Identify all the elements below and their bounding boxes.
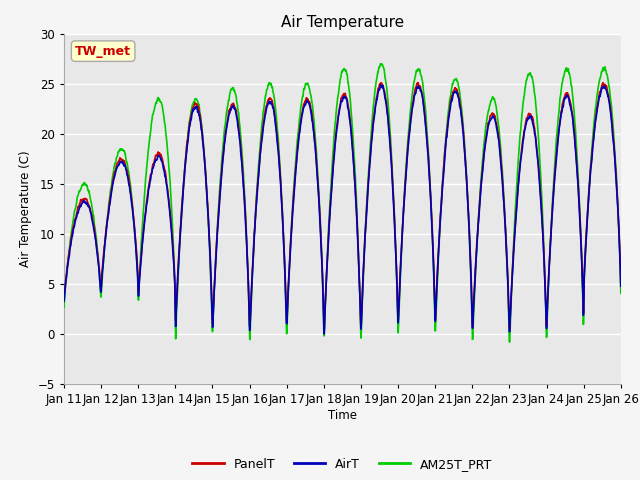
AirT [617,283,625,289]
PanelT [584,213,591,219]
Line: AirT: AirT [64,85,621,334]
PanelT [504,291,512,297]
Legend: PanelT, AirT, AM25T_PRT: PanelT, AirT, AM25T_PRT [188,453,497,476]
AM25T_PRT [216,192,223,198]
AM25T_PRT [371,92,378,98]
AirT [216,203,223,208]
Y-axis label: Air Temperature (C): Air Temperature (C) [19,151,32,267]
X-axis label: Time: Time [328,409,357,422]
AM25T_PRT [60,304,68,310]
AirT [376,82,384,88]
Title: Air Temperature: Air Temperature [281,15,404,30]
PanelT [599,80,607,85]
PanelT [371,108,379,113]
Line: PanelT: PanelT [64,83,621,330]
AirT [371,110,379,116]
PanelT [60,293,68,299]
AirT [505,302,513,308]
PanelT [359,283,367,288]
AM25T_PRT [568,87,576,93]
AM25T_PRT [358,298,366,303]
AM25T_PRT [506,339,513,345]
AM25T_PRT [376,61,384,67]
Text: TW_met: TW_met [75,45,131,58]
PanelT [568,108,575,114]
AirT [60,299,68,304]
AirT [359,286,367,291]
AirT [584,214,591,219]
AM25T_PRT [584,211,591,216]
Line: AM25T_PRT: AM25T_PRT [64,64,621,342]
PanelT [321,327,328,333]
PanelT [617,280,625,286]
AirT [321,331,328,337]
AM25T_PRT [617,290,625,296]
AM25T_PRT [504,300,512,305]
AirT [568,112,576,118]
PanelT [216,200,223,205]
